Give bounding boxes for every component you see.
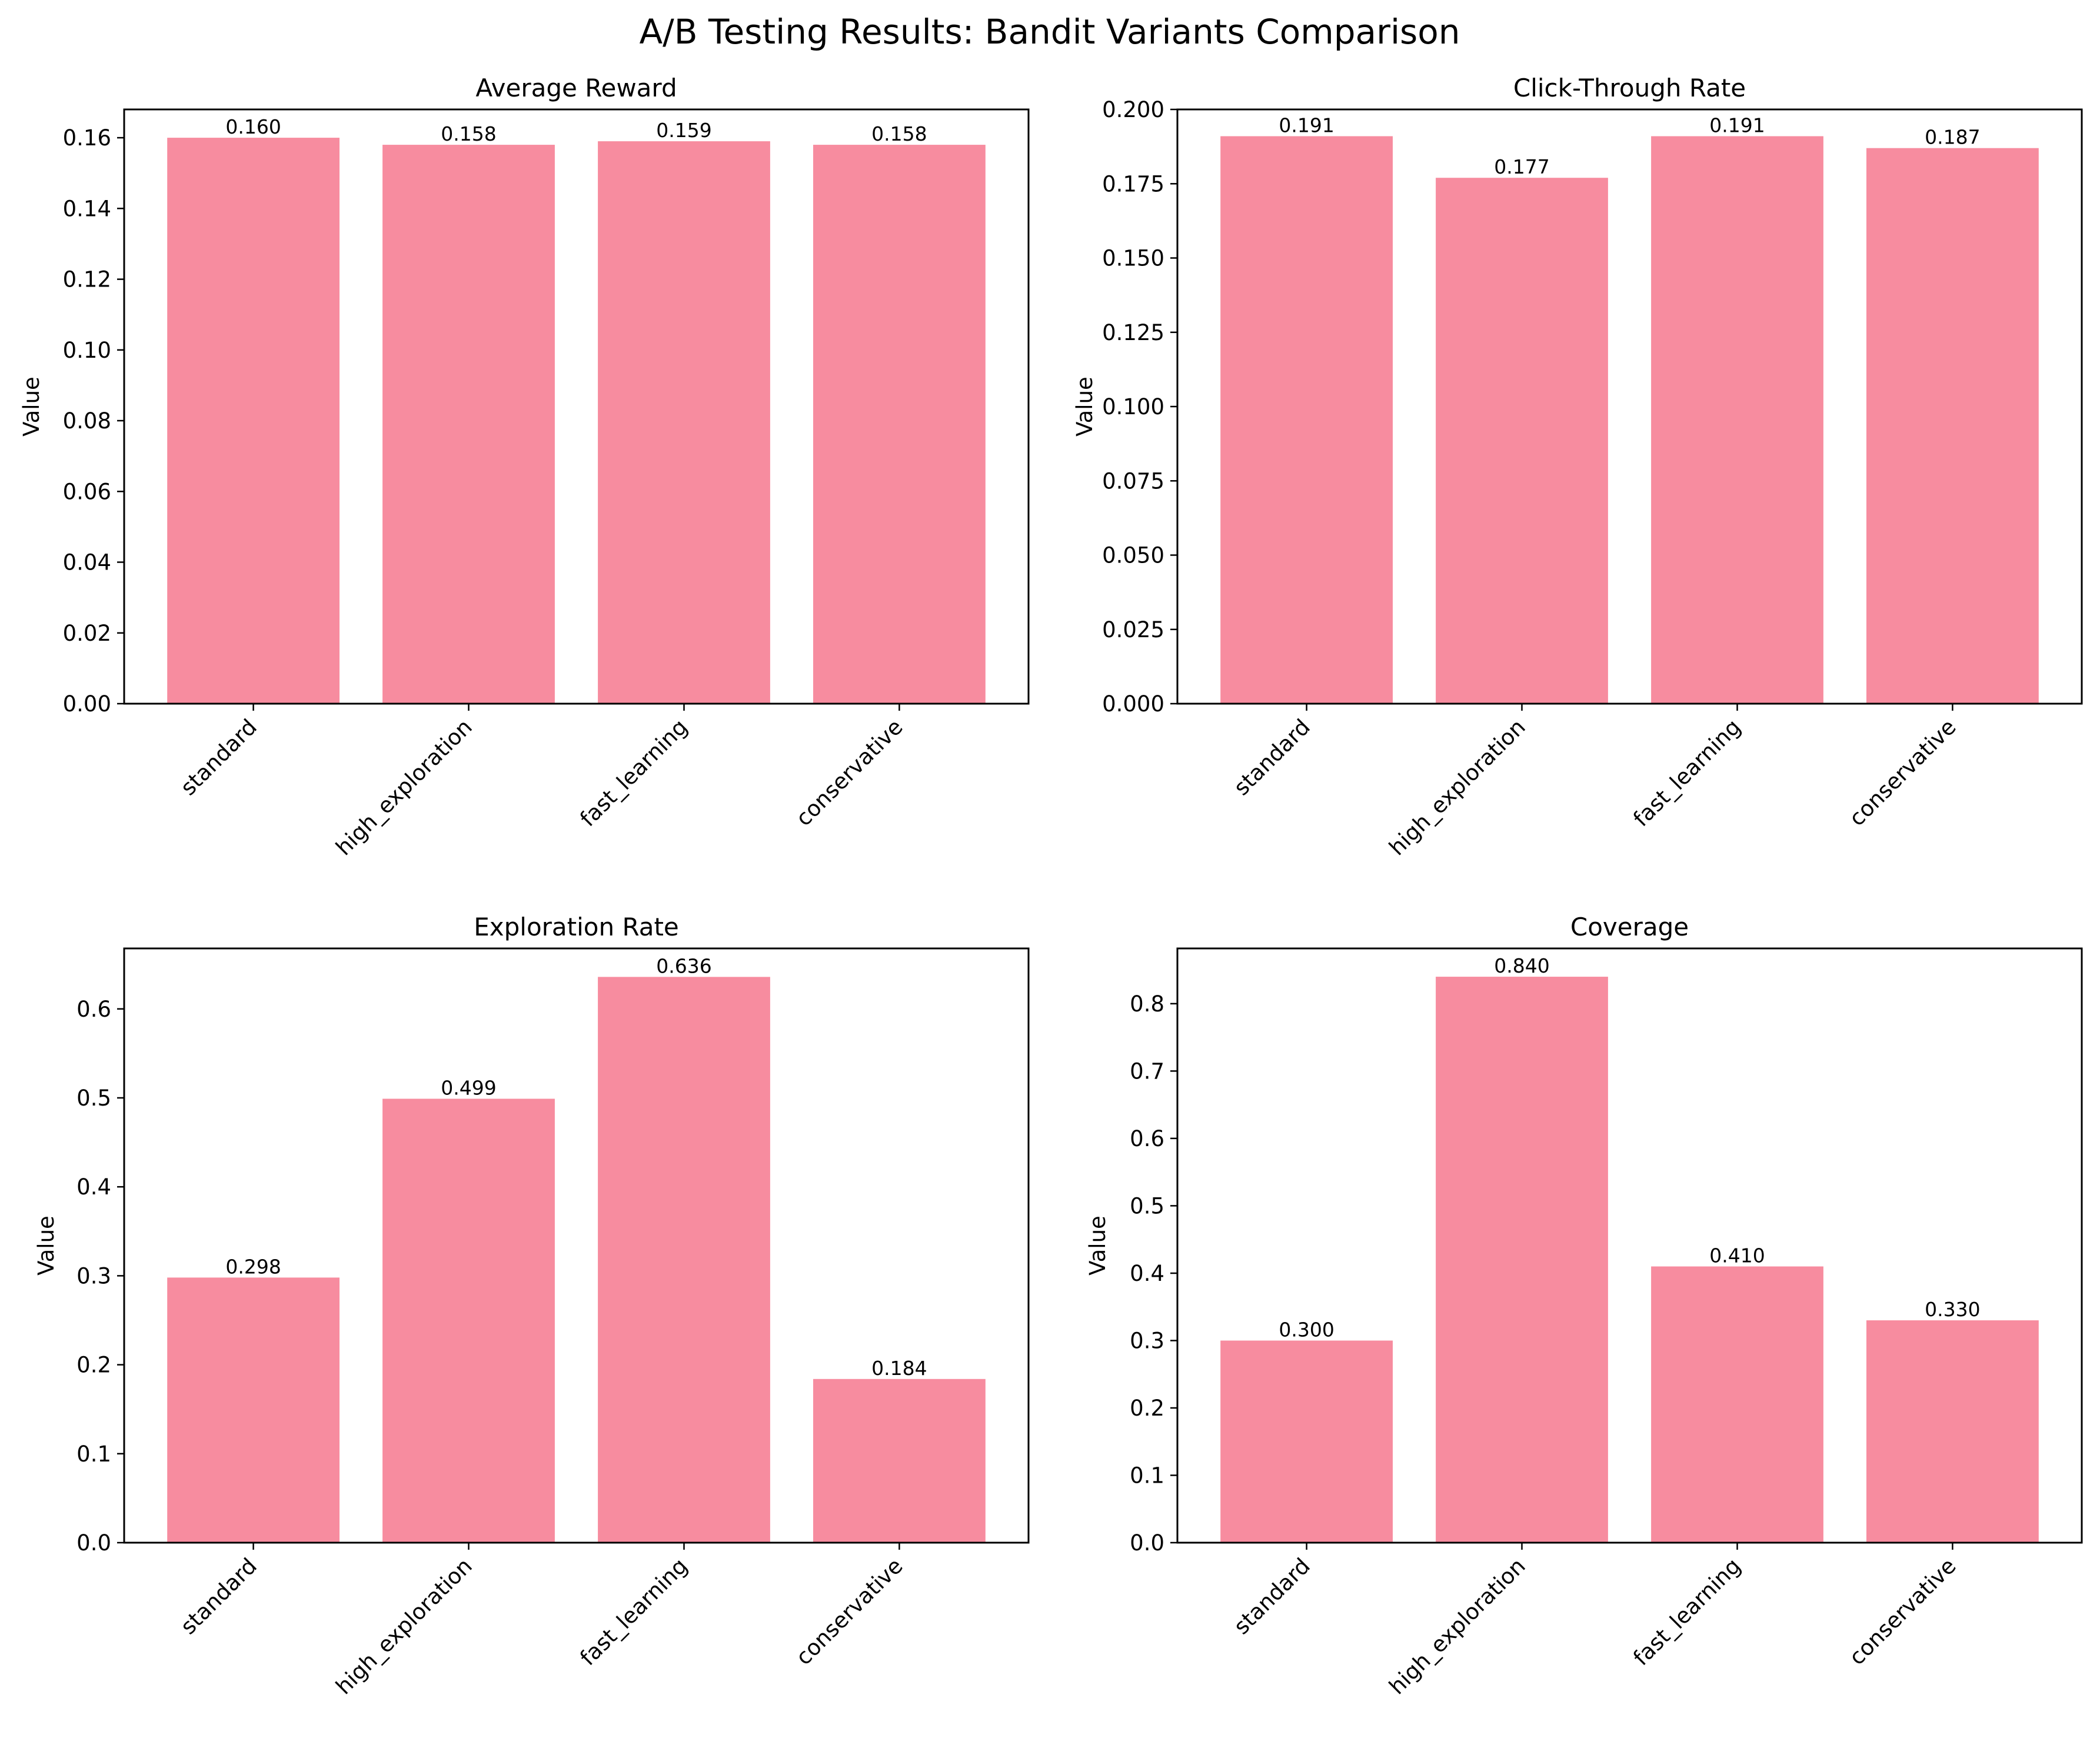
data-label: 0.187 xyxy=(1925,126,1980,149)
data-label: 0.158 xyxy=(441,122,496,145)
y-tick-label: 0.1 xyxy=(1130,1463,1164,1489)
data-label: 0.330 xyxy=(1925,1298,1980,1321)
bar-high_exploration xyxy=(382,145,555,704)
bar-standard xyxy=(167,138,340,704)
subplot-title: Click-Through Rate xyxy=(1513,74,1746,102)
y-tick-label: 0.200 xyxy=(1102,97,1164,122)
y-tick-label: 0.3 xyxy=(1130,1329,1164,1354)
data-label: 0.160 xyxy=(225,115,281,138)
y-tick-label: 0.04 xyxy=(63,550,111,575)
y-tick-label: 0.100 xyxy=(1102,394,1164,419)
axes-frame xyxy=(123,108,1030,705)
y-tick-label: 0.5 xyxy=(1130,1193,1164,1218)
y-tick-label: 0.3 xyxy=(76,1263,111,1288)
y-tick-label: 0.4 xyxy=(1130,1261,1164,1286)
bar-high_exploration xyxy=(1436,977,1608,1543)
data-label: 0.158 xyxy=(871,122,927,145)
y-tick-label: 0.06 xyxy=(63,479,111,504)
y-tick-label: 0.6 xyxy=(1130,1126,1164,1151)
y-tick-label: 0.125 xyxy=(1102,320,1164,345)
bar-fast_learning xyxy=(1651,136,1823,704)
y-tick-label: 0.5 xyxy=(76,1086,111,1111)
data-label: 0.191 xyxy=(1279,114,1334,137)
data-label: 0.300 xyxy=(1279,1319,1334,1341)
y-tick-label: 0.8 xyxy=(1130,991,1164,1017)
data-label: 0.191 xyxy=(1709,114,1765,137)
y-tick-label: 0.4 xyxy=(76,1174,111,1200)
y-tick-label: 0.10 xyxy=(63,338,111,363)
figure-title: A/B Testing Results: Bandit Variants Com… xyxy=(639,12,1460,52)
y-tick-label: 0.12 xyxy=(63,267,111,292)
y-tick-label: 0.050 xyxy=(1102,543,1164,568)
y-tick-label: 0.02 xyxy=(63,621,111,646)
y-tick-label: 0.075 xyxy=(1102,468,1164,494)
y-tick-label: 0.00 xyxy=(63,691,111,717)
bar-standard xyxy=(1220,1340,1393,1543)
y-tick-label: 0.150 xyxy=(1102,246,1164,271)
axes-frame xyxy=(123,947,1030,1544)
bar-fast_learning xyxy=(598,977,770,1543)
data-label: 0.410 xyxy=(1709,1244,1765,1267)
data-label: 0.177 xyxy=(1494,155,1549,178)
bar-standard xyxy=(1220,136,1393,704)
data-label: 0.499 xyxy=(441,1077,496,1100)
y-tick-label: 0.6 xyxy=(76,997,111,1022)
y-tick-label: 0.16 xyxy=(63,125,111,151)
subplot-title: Exploration Rate xyxy=(474,913,679,941)
y-tick-label: 0.2 xyxy=(1130,1396,1164,1421)
y-tick-label: 0.1 xyxy=(76,1441,111,1467)
y-tick-label: 0.08 xyxy=(63,408,111,434)
data-label: 0.184 xyxy=(871,1357,927,1380)
y-axis-label: Value xyxy=(1072,377,1097,437)
subplot-title: Average Reward xyxy=(475,74,677,102)
y-tick-label: 0.025 xyxy=(1102,617,1164,642)
data-label: 0.840 xyxy=(1494,954,1549,977)
bar-conservative xyxy=(1866,1320,2039,1543)
y-tick-label: 0.175 xyxy=(1102,171,1164,197)
axes-frame xyxy=(1176,947,2083,1544)
y-tick-label: 0.7 xyxy=(1130,1058,1164,1084)
y-axis-label: Value xyxy=(34,1216,59,1276)
bar-fast_learning xyxy=(598,141,770,704)
y-tick-label: 0.000 xyxy=(1102,691,1164,717)
bar-high_exploration xyxy=(1436,178,1608,704)
bar-high_exploration xyxy=(382,1098,555,1543)
subplot-1: 0.191 0.177 0.191 0.187 0.000 0.025 0.050 0.075… xyxy=(1072,74,2083,860)
bar-conservative xyxy=(813,1379,986,1543)
data-label: 0.636 xyxy=(656,954,711,977)
y-axis-label: Value xyxy=(1085,1216,1110,1276)
data-label: 0.159 xyxy=(656,119,711,142)
y-axis-label: Value xyxy=(19,377,44,437)
bar-standard xyxy=(167,1277,340,1543)
y-tick-label: 0.2 xyxy=(76,1353,111,1378)
data-label: 0.298 xyxy=(225,1255,281,1278)
y-tick-label: 0.14 xyxy=(63,196,111,221)
y-tick-label: 0.0 xyxy=(76,1530,111,1556)
subplots: 0.160 0.158 0.159 0.158 0.00 0.02 0.04 0.06 0.08… xyxy=(19,74,2083,1699)
bar-fast_learning xyxy=(1651,1266,1823,1543)
y-tick-label: 0.0 xyxy=(1130,1530,1164,1556)
bar-conservative xyxy=(1866,148,2039,704)
bar-conservative xyxy=(813,145,986,704)
subplot-title: Coverage xyxy=(1570,913,1689,941)
